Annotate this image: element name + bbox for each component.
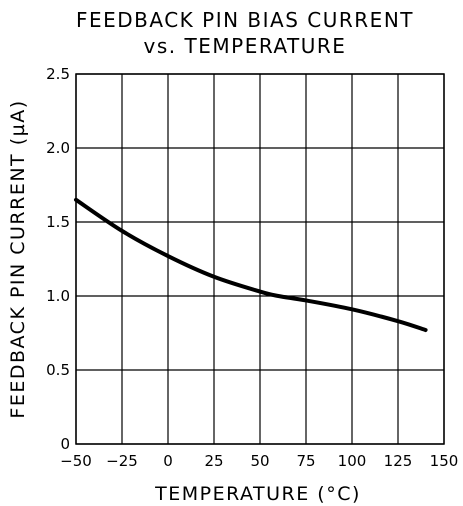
chart-title: FEEDBACK PIN BIAS CURRENT [76,8,414,32]
x-axis-label: TEMPERATURE (°C) [154,483,361,505]
y-axis-ticks: 0 0.5 1.0 1.5 2.0 2.5 [46,65,70,453]
series-line [74,197,428,333]
y-tick-label: 1.0 [46,287,70,305]
x-tick-label: 75 [296,452,315,470]
y-tick-label: 2.0 [46,139,70,157]
x-tick-label: 25 [204,452,223,470]
x-tick-label: −50 [60,452,92,470]
y-tick-label: 2.5 [46,65,70,83]
x-tick-label: 125 [384,452,413,470]
y-axis-label: FEEDBACK PIN CURRENT (µA) [7,99,29,418]
chart-subtitle: vs. TEMPERATURE [144,34,347,58]
x-axis-ticks: −50 −25 0 25 50 75 100 125 150 [60,452,458,470]
grid [75,73,445,445]
plot-frame [75,73,445,445]
x-tick-label: 150 [430,452,459,470]
y-tick-label: 0 [60,435,70,453]
y-tick-label: 0.5 [46,361,70,379]
x-tick-label: 100 [338,452,367,470]
x-tick-label: 0 [163,452,173,470]
x-tick-label: −25 [106,452,138,470]
x-tick-label: 50 [250,452,269,470]
y-tick-label: 1.5 [46,213,70,231]
